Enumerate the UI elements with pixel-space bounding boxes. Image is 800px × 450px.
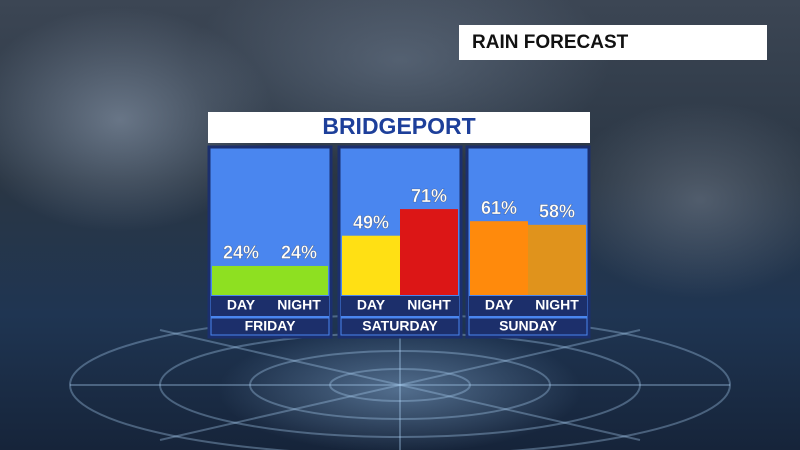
group-band	[340, 317, 460, 336]
group-label: FRIDAY	[245, 318, 296, 334]
group-band	[468, 317, 588, 336]
value-label: 24%	[223, 243, 259, 263]
bar	[270, 265, 328, 295]
value-label: 24%	[281, 243, 317, 263]
bar	[212, 265, 270, 295]
header-label: RAIN FORECAST	[472, 32, 629, 53]
category-label: NIGHT	[407, 297, 451, 313]
category-band	[341, 296, 459, 316]
category-label: NIGHT	[535, 297, 579, 313]
value-label: 71%	[411, 186, 447, 206]
category-band	[211, 296, 329, 316]
radar-decoration	[69, 314, 731, 450]
bar	[528, 224, 586, 295]
bar	[342, 235, 400, 295]
value-label: 58%	[539, 202, 575, 222]
value-label: 61%	[481, 198, 517, 218]
group-band	[210, 317, 330, 336]
bar	[470, 221, 528, 295]
value-label: 49%	[353, 212, 389, 232]
category-label: DAY	[357, 297, 386, 313]
bar	[400, 209, 458, 295]
chart-title: BRIDGEPORT	[322, 113, 475, 139]
header-box	[459, 25, 767, 60]
title-box	[208, 112, 590, 143]
category-label: DAY	[485, 297, 514, 313]
category-label: DAY	[227, 297, 256, 313]
category-label: NIGHT	[277, 297, 321, 313]
group-label: SATURDAY	[362, 318, 438, 334]
group-label: SUNDAY	[499, 318, 557, 334]
category-band	[469, 296, 587, 316]
